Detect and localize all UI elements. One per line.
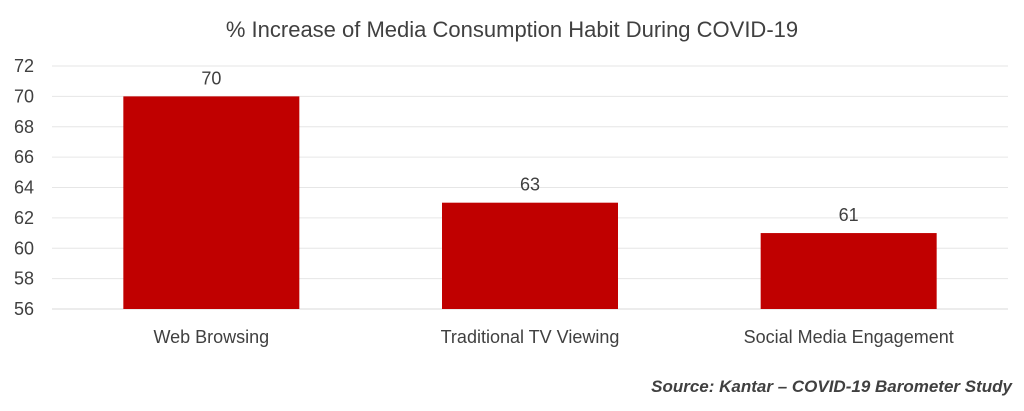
x-category-label: Web Browsing — [153, 327, 269, 347]
y-tick-label: 62 — [14, 208, 34, 228]
y-tick-label: 68 — [14, 117, 34, 137]
x-category-label: Social Media Engagement — [744, 327, 954, 347]
x-category-label: Traditional TV Viewing — [441, 327, 620, 347]
y-tick-label: 66 — [14, 147, 34, 167]
chart-title: % Increase of Media Consumption Habit Du… — [226, 17, 798, 42]
data-label: 63 — [520, 175, 540, 195]
data-labels: 70 63 61 — [201, 68, 858, 225]
bar — [442, 202, 618, 309]
y-tick-label: 56 — [14, 299, 34, 319]
x-axis-categories: Web Browsing Traditional TV Viewing Social… — [153, 327, 953, 347]
y-tick-label: 70 — [14, 86, 34, 106]
y-axis-ticks: 56 58 60 62 64 66 68 70 72 — [14, 56, 34, 319]
y-tick-label: 72 — [14, 56, 34, 76]
source-note: Source: Kantar – COVID-19 Barometer Stud… — [651, 377, 1013, 396]
bar — [760, 233, 937, 309]
bars — [123, 96, 937, 309]
data-label: 61 — [839, 205, 859, 225]
y-tick-label: 64 — [14, 178, 34, 198]
y-tick-label: 58 — [14, 269, 34, 289]
data-label: 70 — [201, 68, 221, 88]
bar — [123, 96, 300, 309]
y-tick-label: 60 — [14, 238, 34, 258]
